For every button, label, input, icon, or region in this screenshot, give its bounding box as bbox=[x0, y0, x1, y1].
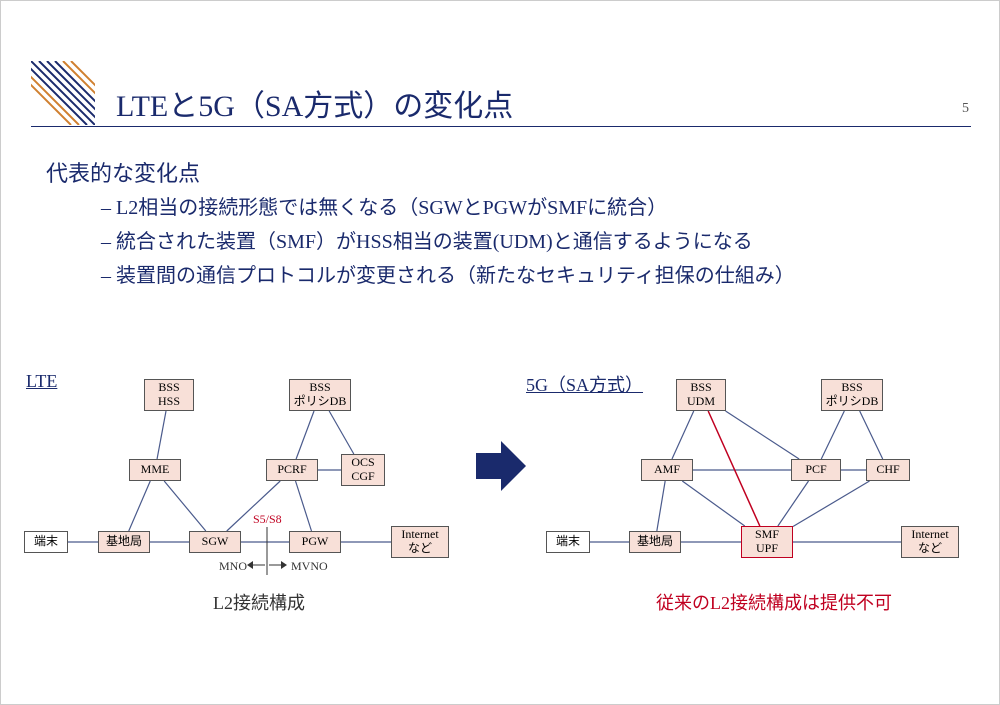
lte-node-sgw: SGW bbox=[189, 531, 241, 553]
lte-node-ue: 端末 bbox=[24, 531, 68, 553]
bullet-item: L2相当の接続形態では無くなる（SGWとPGWがSMFに統合） bbox=[101, 191, 795, 225]
s5s8-label: S5/S8 bbox=[253, 512, 282, 527]
corner-hatch-icon bbox=[31, 61, 95, 125]
page-number: 5 bbox=[962, 101, 969, 117]
subtitle: 代表的な変化点 bbox=[46, 156, 200, 188]
page-title: LTEと5G（SA方式）の変化点 bbox=[116, 81, 513, 125]
lte-node-ocs: OCS CGF bbox=[341, 454, 385, 486]
lte-node-bss_hss: BSS HSS bbox=[144, 379, 194, 411]
bullet-item: 統合された装置（SMF）がHSS相当の装置(UDM)と通信するようになる bbox=[101, 225, 795, 259]
bullet-item: 装置間の通信プロトコルが変更される（新たなセキュリティ担保の仕組み） bbox=[101, 259, 795, 293]
mvno-label: MVNO bbox=[291, 559, 328, 574]
lte-label: LTE bbox=[26, 371, 57, 392]
title-divider bbox=[31, 126, 971, 127]
bullet-list: L2相当の接続形態では無くなる（SGWとPGWがSMFに統合） 統合された装置（… bbox=[101, 191, 795, 293]
lte-node-mme: MME bbox=[129, 459, 181, 481]
5g-node-pcf: PCF bbox=[791, 459, 841, 481]
5g-node-udm: BSS UDM bbox=[676, 379, 726, 411]
5g-node-inet: Internet など bbox=[901, 526, 959, 558]
5g-node-ue: 端末 bbox=[546, 531, 590, 553]
5g-caption: 従来のL2接続構成は提供不可 bbox=[656, 589, 892, 615]
lte-caption: L2接続構成 bbox=[213, 589, 305, 615]
5g-label: 5G（SA方式） bbox=[526, 371, 643, 397]
lte-node-enb: 基地局 bbox=[98, 531, 150, 553]
5g-node-smf: SMF UPF bbox=[741, 526, 793, 558]
5g-node-amf: AMF bbox=[641, 459, 693, 481]
5g-node-chf: CHF bbox=[866, 459, 910, 481]
lte-node-inet: Internet など bbox=[391, 526, 449, 558]
lte-node-pcrf: PCRF bbox=[266, 459, 318, 481]
lte-node-bss_pol: BSS ポリシDB bbox=[289, 379, 351, 411]
5g-node-bpol: BSS ポリシDB bbox=[821, 379, 883, 411]
diagram-area: LTE 5G（SA方式） 端末 基地局 SGW PGW Internet など MME PC… bbox=[1, 351, 1000, 671]
arrow-icon bbox=[476, 441, 526, 496]
lte-node-pgw: PGW bbox=[289, 531, 341, 553]
5g-node-gnb: 基地局 bbox=[629, 531, 681, 553]
mno-label: MNO bbox=[219, 559, 247, 574]
